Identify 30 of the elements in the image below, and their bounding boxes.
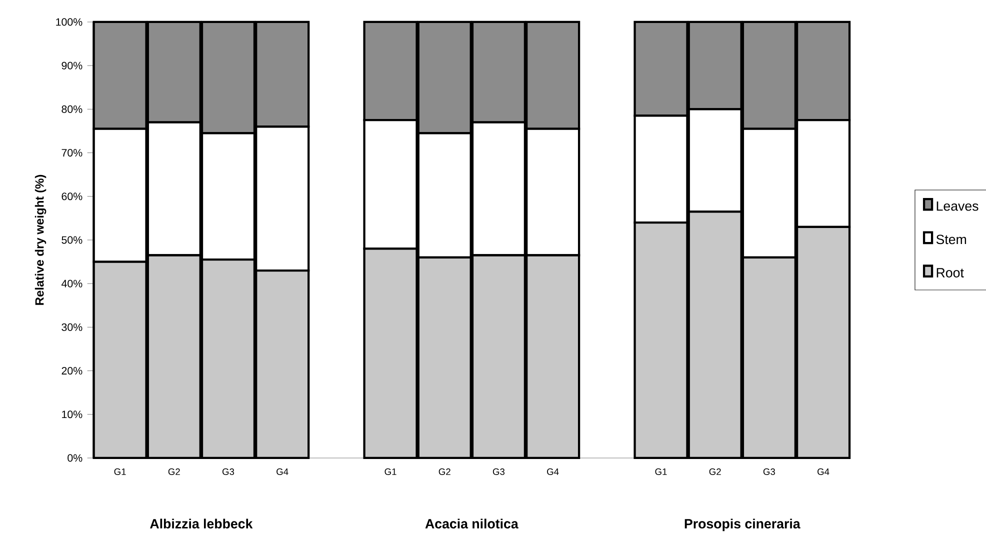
y-tick-label: 60% (62, 192, 82, 200)
x-tick-label: G1 (655, 468, 667, 475)
text: Acacia nilotica (425, 518, 518, 528)
x-tick-label: G2 (709, 468, 721, 475)
y-tick-label: 30% (62, 323, 82, 331)
y-tick-label: 0% (68, 454, 82, 462)
y-tick-label: 20% (62, 367, 82, 375)
y-tick-label: 100% (56, 18, 82, 26)
x-tick-label: G1 (384, 468, 396, 475)
x-tick-label: G3 (222, 468, 234, 475)
y-tick-label: 90% (62, 62, 82, 70)
x-tick-label: G4 (818, 468, 830, 475)
y-tick-label: 50% (62, 236, 82, 244)
x-tick-label: G2 (438, 468, 450, 475)
text: Albizzia lebbeck (150, 518, 253, 528)
x-tick-label: G3 (492, 468, 505, 475)
y-tick-label: 80% (62, 105, 82, 113)
x-tick-label: G3 (763, 468, 775, 475)
legend-label: Leaves (936, 201, 978, 211)
legend-label: Root (936, 268, 964, 278)
y-tick-label: 70% (62, 149, 82, 157)
text: Prosopis cineraria (684, 518, 800, 532)
legend-label: Stem (936, 234, 966, 244)
x-tick-label: G4 (276, 468, 288, 475)
x-tick-label: G2 (168, 468, 180, 475)
x-tick-label: G4 (547, 468, 559, 475)
y-axis-title: Relative dry weight (%) (34, 174, 46, 305)
y-tick-label: 10% (62, 410, 82, 418)
y-tick-label: 40% (62, 280, 82, 288)
x-tick-label: G1 (114, 468, 126, 475)
